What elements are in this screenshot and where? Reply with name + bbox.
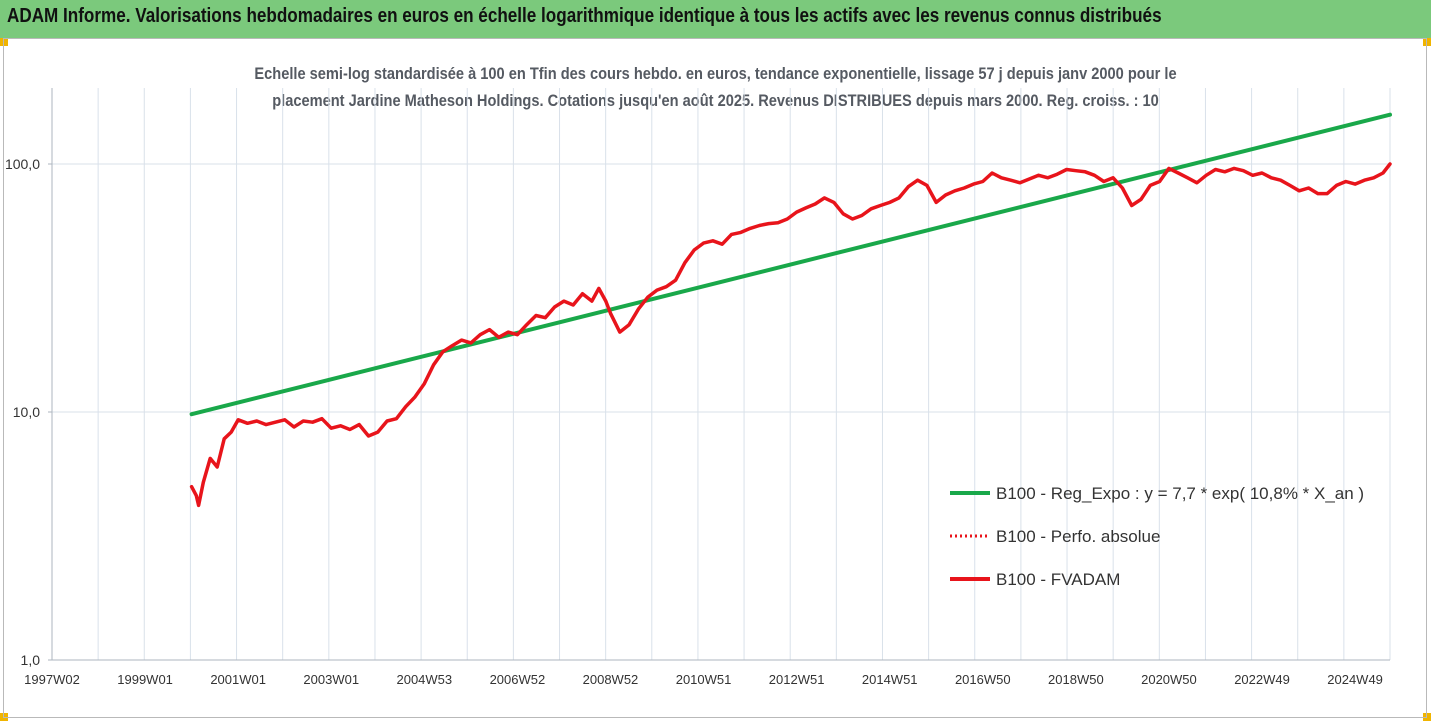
legend-label-perfo: B100 - Perfo. absolue bbox=[996, 527, 1160, 546]
chart-title-line-1: Echelle semi-log standardisée à 100 en T… bbox=[254, 64, 1177, 83]
corner-marker bbox=[1423, 38, 1431, 46]
series-lines bbox=[189, 112, 1392, 508]
x-tick-label: 2003W01 bbox=[303, 672, 359, 687]
gridlines bbox=[52, 88, 1391, 660]
series-line-2 bbox=[189, 162, 1392, 508]
legend-label-fvadam: B100 - FVADAM bbox=[996, 570, 1120, 589]
x-tick-label: 2001W01 bbox=[210, 672, 266, 687]
x-tick-label: 2018W50 bbox=[1048, 672, 1104, 687]
x-tick-label: 2016W50 bbox=[955, 672, 1011, 687]
x-tick-label: 2020W50 bbox=[1141, 672, 1197, 687]
series-line-0 bbox=[189, 112, 1392, 417]
y-tick-labels: 1,0 10,0 100,0 bbox=[5, 156, 52, 668]
x-tick-label: 2008W52 bbox=[583, 672, 639, 687]
x-tick-label: 2024W49 bbox=[1327, 672, 1383, 687]
y-tick-label: 100,0 bbox=[5, 156, 40, 172]
legend-label-regression: B100 - Reg_Expo : y = 7,7 * exp( 10,8% *… bbox=[996, 484, 1364, 503]
x-tick-label: 2006W52 bbox=[490, 672, 546, 687]
report-banner: ADAM Informe. Valorisations hebdomadaire… bbox=[0, 0, 1431, 38]
x-tick-label: 2010W51 bbox=[676, 672, 732, 687]
corner-marker bbox=[0, 38, 8, 46]
x-tick-label: 1997W02 bbox=[24, 672, 80, 687]
y-tick-label: 1,0 bbox=[21, 652, 41, 668]
report-banner-title: ADAM Informe. Valorisations hebdomadaire… bbox=[7, 5, 1162, 27]
chart-title-line-2: placement Jardine Matheson Holdings. Cot… bbox=[272, 91, 1159, 110]
x-tick-label: 1999W01 bbox=[117, 672, 173, 687]
x-tick-label: 2014W51 bbox=[862, 672, 918, 687]
legend: B100 - Reg_Expo : y = 7,7 * exp( 10,8% *… bbox=[950, 484, 1364, 589]
x-tick-labels: 1997W02 1999W01 2001W01 2003W01 2004W53 2006W… bbox=[24, 672, 1383, 687]
y-tick-label: 10,0 bbox=[13, 404, 40, 420]
chart-frame bbox=[3, 38, 1427, 718]
corner-marker bbox=[1423, 713, 1431, 721]
x-tick-label: 2022W49 bbox=[1234, 672, 1290, 687]
x-tick-label: 2012W51 bbox=[769, 672, 825, 687]
x-tick-label: 2004W53 bbox=[396, 672, 452, 687]
